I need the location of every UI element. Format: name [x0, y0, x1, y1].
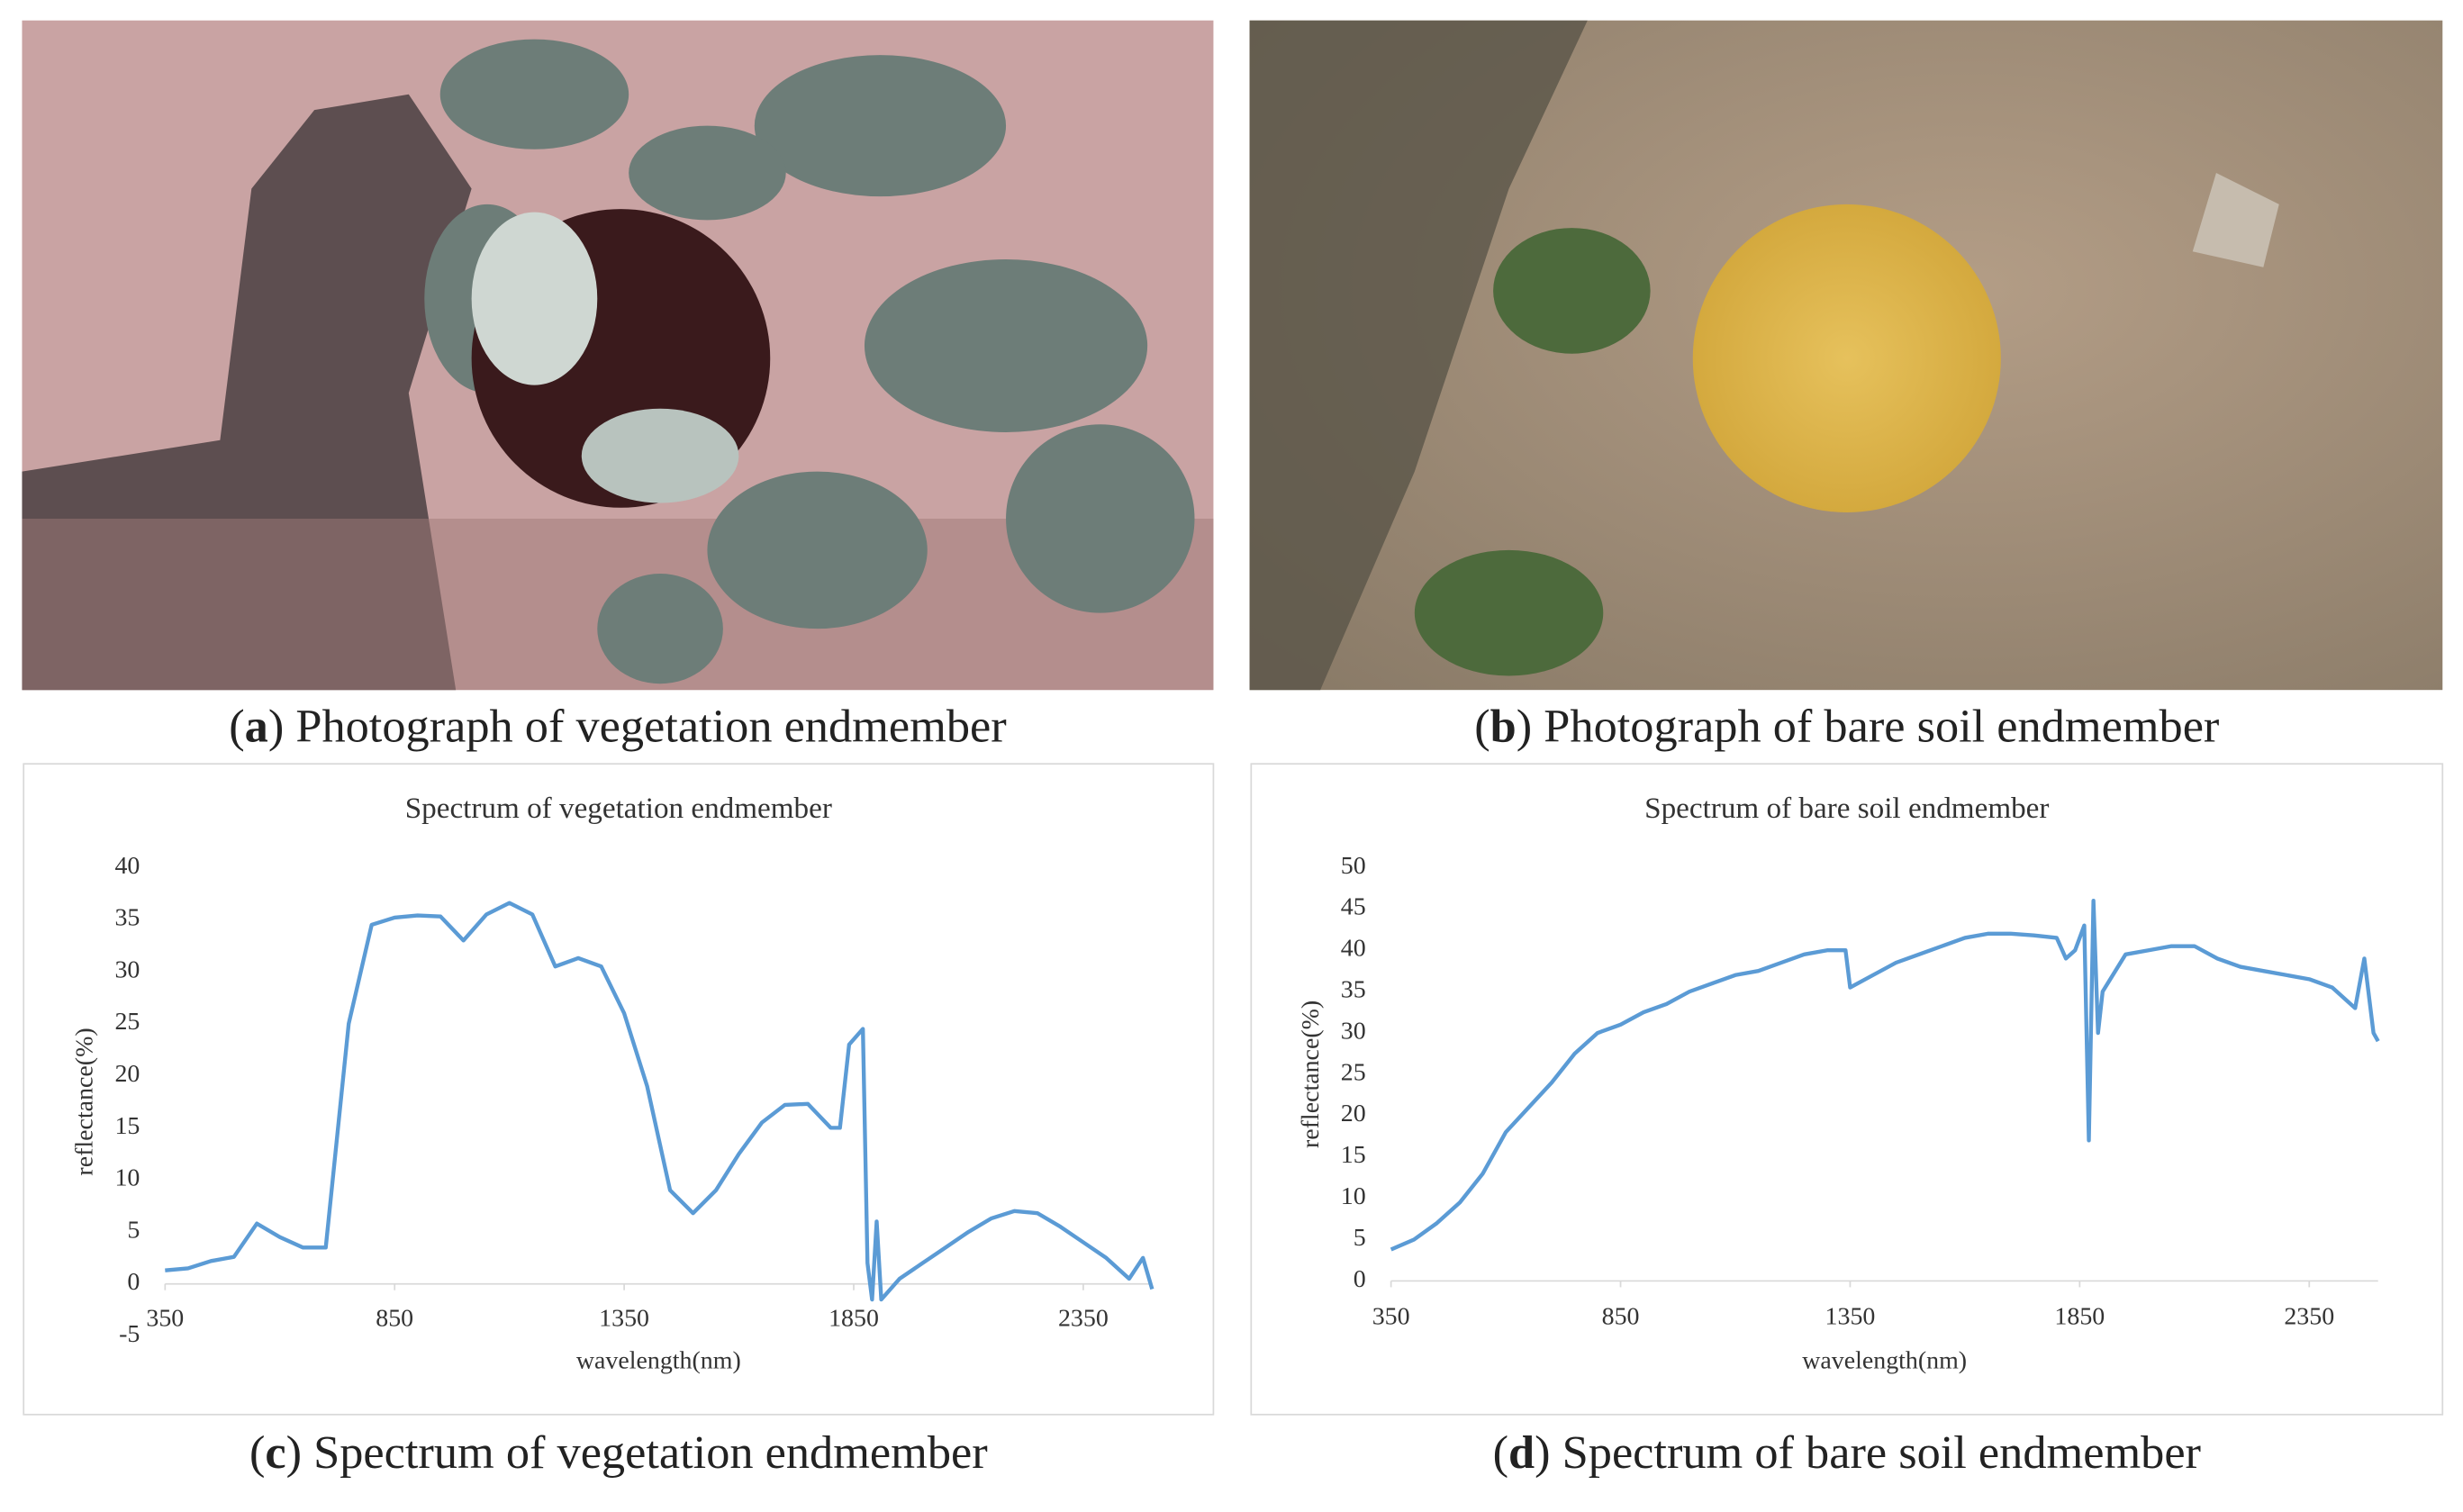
caption: (a) Photograph of vegetation endmember	[229, 701, 1006, 753]
caption-part: b	[1490, 701, 1517, 753]
caption-part: (	[1493, 1426, 1508, 1479]
y-tick-label: -5	[119, 1320, 140, 1348]
y-tick-label: 35	[1341, 976, 1366, 1004]
caption-part: (	[1474, 701, 1490, 753]
caption-part: ) Spectrum of bare soil endmember	[1535, 1426, 2201, 1479]
caption: (d) Spectrum of bare soil endmember	[1493, 1426, 2201, 1479]
y-tick-label: 45	[1341, 893, 1366, 921]
photo-vegetation	[22, 20, 1214, 691]
y-tick-label: 5	[127, 1216, 140, 1244]
chart-frame	[23, 763, 1215, 1416]
spectrum-line	[165, 901, 1155, 1302]
y-tick-label: 15	[114, 1112, 140, 1140]
x-tick-label: 850	[1602, 1303, 1640, 1331]
y-tick-label: 0	[1354, 1265, 1366, 1293]
x-tick-label: 850	[376, 1304, 413, 1332]
x-tick-label: 350	[146, 1304, 184, 1332]
y-tick-label: 50	[1341, 852, 1366, 880]
x-tick-label: 1850	[829, 1304, 879, 1332]
caption-part: d	[1508, 1426, 1535, 1479]
caption-part: (	[229, 701, 244, 753]
y-tick-label: 5	[1354, 1224, 1366, 1252]
y-tick-label: 20	[114, 1060, 140, 1088]
x-tick-label: 1850	[2054, 1303, 2105, 1331]
caption: (b) Photograph of bare soil endmember	[1474, 701, 2219, 753]
chart-title: Spectrum of bare soil endmember	[1644, 792, 2049, 825]
y-tick-label: 25	[114, 1008, 140, 1036]
caption-part: ) Photograph of bare soil endmember	[1517, 701, 2220, 753]
y-tick-label: 10	[1341, 1182, 1366, 1210]
x-tick-label: 1350	[599, 1304, 649, 1332]
caption-part: ) Photograph of vegetation endmember	[268, 701, 1007, 753]
caption-part: (	[249, 1426, 265, 1479]
caption: (c) Spectrum of vegetation endmember	[249, 1426, 988, 1479]
y-axis-label: reflectance(%)	[1297, 1000, 1325, 1148]
y-axis-label: reflectance(%)	[70, 1028, 98, 1175]
x-tick-label: 2350	[1058, 1304, 1109, 1332]
x-tick-label: 2350	[2284, 1303, 2334, 1331]
caption-part: ) Spectrum of vegetation endmember	[286, 1426, 988, 1479]
y-tick-label: 15	[1341, 1141, 1366, 1169]
y-tick-label: 30	[1341, 1017, 1366, 1045]
caption-part: a	[245, 701, 268, 753]
x-tick-label: 350	[1372, 1303, 1410, 1331]
spectrum-line	[1390, 898, 2380, 1252]
y-tick-label: 10	[114, 1164, 140, 1192]
chart-frame	[1250, 763, 2444, 1416]
y-tick-label: 35	[114, 904, 140, 932]
y-tick-label: 0	[127, 1268, 140, 1296]
y-tick-label: 20	[1341, 1100, 1366, 1127]
y-tick-label: 30	[114, 955, 140, 983]
chart-title: Spectrum of vegetation endmember	[405, 792, 832, 825]
photo-bare-soil	[1249, 20, 2443, 691]
y-tick-label: 40	[1341, 935, 1366, 963]
x-axis-label: wavelength(nm)	[576, 1347, 741, 1375]
caption-part: c	[265, 1426, 285, 1479]
x-tick-label: 1350	[1825, 1303, 1876, 1331]
y-tick-label: 25	[1341, 1058, 1366, 1086]
x-axis-label: wavelength(nm)	[1802, 1347, 1967, 1375]
y-tick-label: 40	[114, 852, 140, 880]
